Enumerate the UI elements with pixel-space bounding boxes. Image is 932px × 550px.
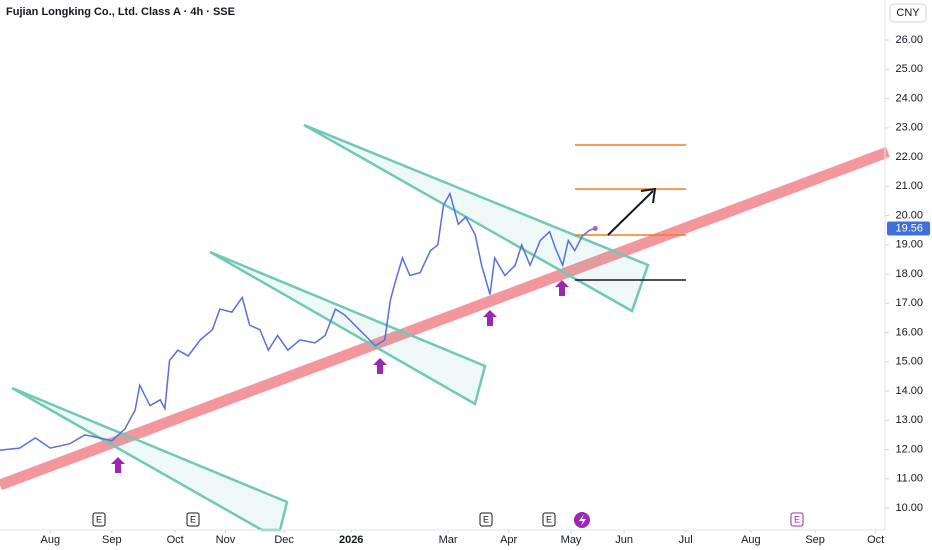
y-tick-label: 11.00 — [896, 473, 923, 485]
y-tick-label: 24.00 — [895, 92, 923, 104]
axis-bg — [0, 0, 886, 531]
y-tick-label: 20.00 — [895, 209, 923, 221]
x-tick-label: Aug — [41, 534, 61, 546]
trend-channel — [0, 146, 890, 491]
y-tick-label: 26.00 — [895, 34, 923, 46]
y-tick-label: 13.00 — [895, 414, 923, 426]
price-line — [0, 191, 596, 451]
signal-arrows — [111, 280, 569, 473]
y-tick-label: 10.00 — [895, 502, 923, 514]
y-tick-label: 23.00 — [895, 122, 923, 134]
event-label: E — [794, 514, 800, 524]
x-tick-label: Jul — [679, 534, 693, 546]
x-tick-label: Oct — [867, 534, 884, 546]
drawings — [0, 123, 890, 532]
wedge — [209, 250, 487, 406]
y-tick-label: 25.00 — [895, 63, 923, 75]
event-badge — [186, 512, 200, 527]
event-label: E — [96, 514, 102, 524]
currency-button[interactable] — [889, 3, 927, 23]
chart-title: Fujian Longking Co., Ltd. Class A · 4h ·… — [6, 6, 235, 18]
last-price-box — [887, 221, 930, 236]
x-tick-label: Aug — [741, 534, 761, 546]
x-tick-label: Oct — [167, 534, 184, 546]
last-price-label: 19.56 — [895, 222, 923, 234]
event-badge — [790, 512, 804, 527]
wedge — [303, 123, 650, 313]
x-tick-label: Jun — [615, 534, 633, 546]
x-tick-label: Mar — [439, 534, 458, 546]
wedge — [11, 386, 289, 532]
event-icon — [579, 514, 586, 526]
event-label: E — [546, 514, 552, 524]
y-tick-label: 22.00 — [895, 151, 923, 163]
event-badge — [542, 512, 556, 527]
x-tick-label: Apr — [500, 534, 517, 546]
x-tick-label: Nov — [216, 534, 236, 546]
y-tick-label: 16.00 — [895, 326, 923, 338]
x-tick-label: 2026 — [339, 534, 363, 546]
y-tick-label: 18.00 — [895, 268, 923, 280]
y-tick-label: 15.00 — [895, 356, 923, 368]
event-badge — [92, 512, 106, 527]
y-tick-label: 14.00 — [895, 385, 923, 397]
y-tick-label: 19.00 — [895, 239, 923, 251]
event-label: E — [190, 514, 196, 524]
x-tick-label: Sep — [805, 534, 825, 546]
arrow — [607, 187, 657, 236]
x-tick-label: Dec — [274, 534, 294, 546]
y-tick-label: 12.00 — [895, 443, 923, 455]
x-tick-label: Sep — [102, 534, 122, 546]
y-tick-label: 17.00 — [895, 297, 923, 309]
event-badge — [479, 512, 493, 527]
currency[interactable]: CNY — [896, 7, 920, 19]
y-tick-label: 21.00 — [895, 180, 923, 192]
x-tick-label: May — [561, 534, 582, 546]
last-point — [592, 225, 598, 231]
event-label: E — [483, 514, 489, 524]
